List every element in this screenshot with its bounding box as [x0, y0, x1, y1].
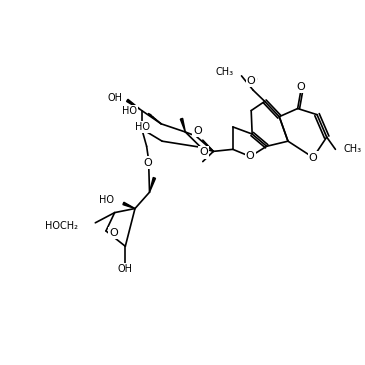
Text: O: O — [246, 151, 255, 161]
Text: O: O — [309, 153, 318, 162]
Polygon shape — [127, 99, 142, 111]
Polygon shape — [123, 202, 135, 208]
Text: HO: HO — [122, 105, 137, 116]
Text: O: O — [296, 82, 305, 92]
Text: O: O — [143, 158, 152, 168]
Polygon shape — [150, 177, 155, 192]
Text: CH₃: CH₃ — [343, 144, 361, 154]
Text: O: O — [199, 147, 208, 157]
Text: OH: OH — [107, 93, 122, 103]
Text: OH: OH — [118, 264, 133, 274]
Text: HO: HO — [135, 122, 150, 132]
Text: HOCH₂: HOCH₂ — [45, 221, 78, 231]
Text: O: O — [249, 75, 257, 85]
Text: CH₃: CH₃ — [216, 67, 234, 77]
Text: O: O — [193, 126, 202, 136]
Text: HO: HO — [99, 195, 114, 205]
Text: O: O — [110, 228, 118, 238]
Text: O: O — [247, 76, 255, 86]
Polygon shape — [180, 118, 185, 132]
